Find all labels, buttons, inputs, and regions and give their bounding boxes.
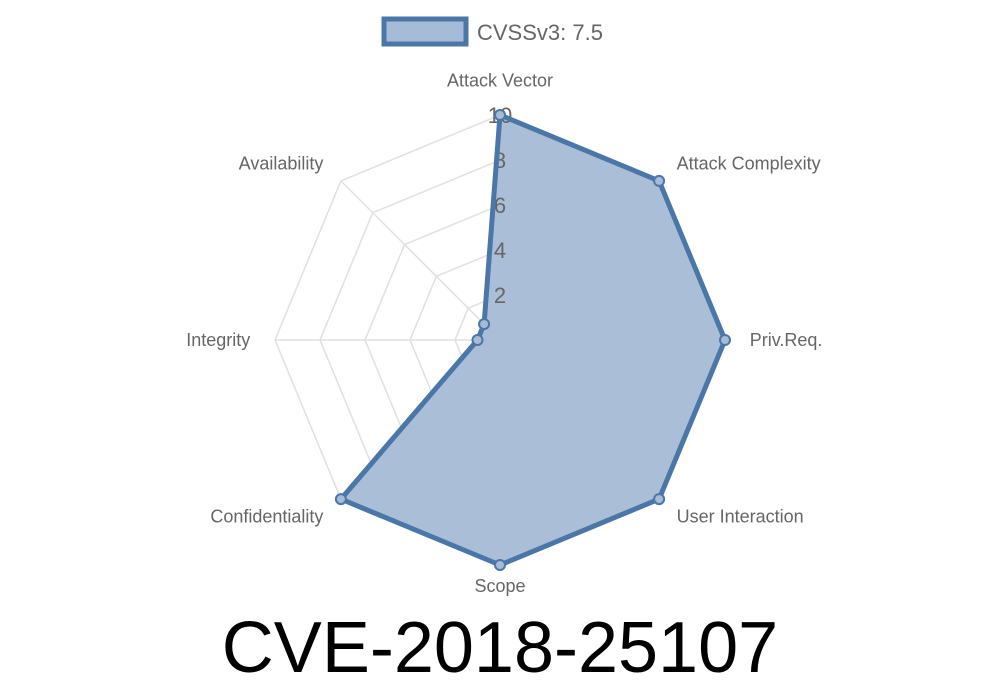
data-point bbox=[494, 559, 506, 571]
data-point bbox=[653, 493, 666, 506]
tick-label: 2 bbox=[494, 283, 506, 308]
data-point bbox=[494, 109, 506, 121]
page-title: CVE-2018-25107 bbox=[221, 608, 779, 688]
axis-label: Integrity bbox=[186, 330, 250, 350]
data-point bbox=[653, 174, 666, 187]
data-point bbox=[719, 334, 731, 346]
legend-swatch bbox=[381, 16, 469, 47]
axis-label: Attack Complexity bbox=[677, 153, 821, 173]
axis-label: User Interaction bbox=[677, 507, 804, 527]
axis-label: Priv.Req. bbox=[750, 330, 823, 350]
axis-label: Availability bbox=[239, 153, 324, 173]
grid-spoke bbox=[340, 180, 501, 341]
axis-label: Attack Vector bbox=[447, 70, 553, 90]
legend-label: CVSSv3: 7.5 bbox=[477, 20, 603, 45]
data-point bbox=[471, 334, 484, 346]
axis-label: Scope bbox=[474, 576, 525, 596]
data-point bbox=[478, 318, 491, 331]
series-area bbox=[340, 115, 725, 565]
axis-label: Confidentiality bbox=[210, 507, 323, 527]
tick-label: 6 bbox=[494, 193, 506, 218]
tick-label: 4 bbox=[494, 238, 506, 263]
data-point bbox=[334, 493, 347, 506]
